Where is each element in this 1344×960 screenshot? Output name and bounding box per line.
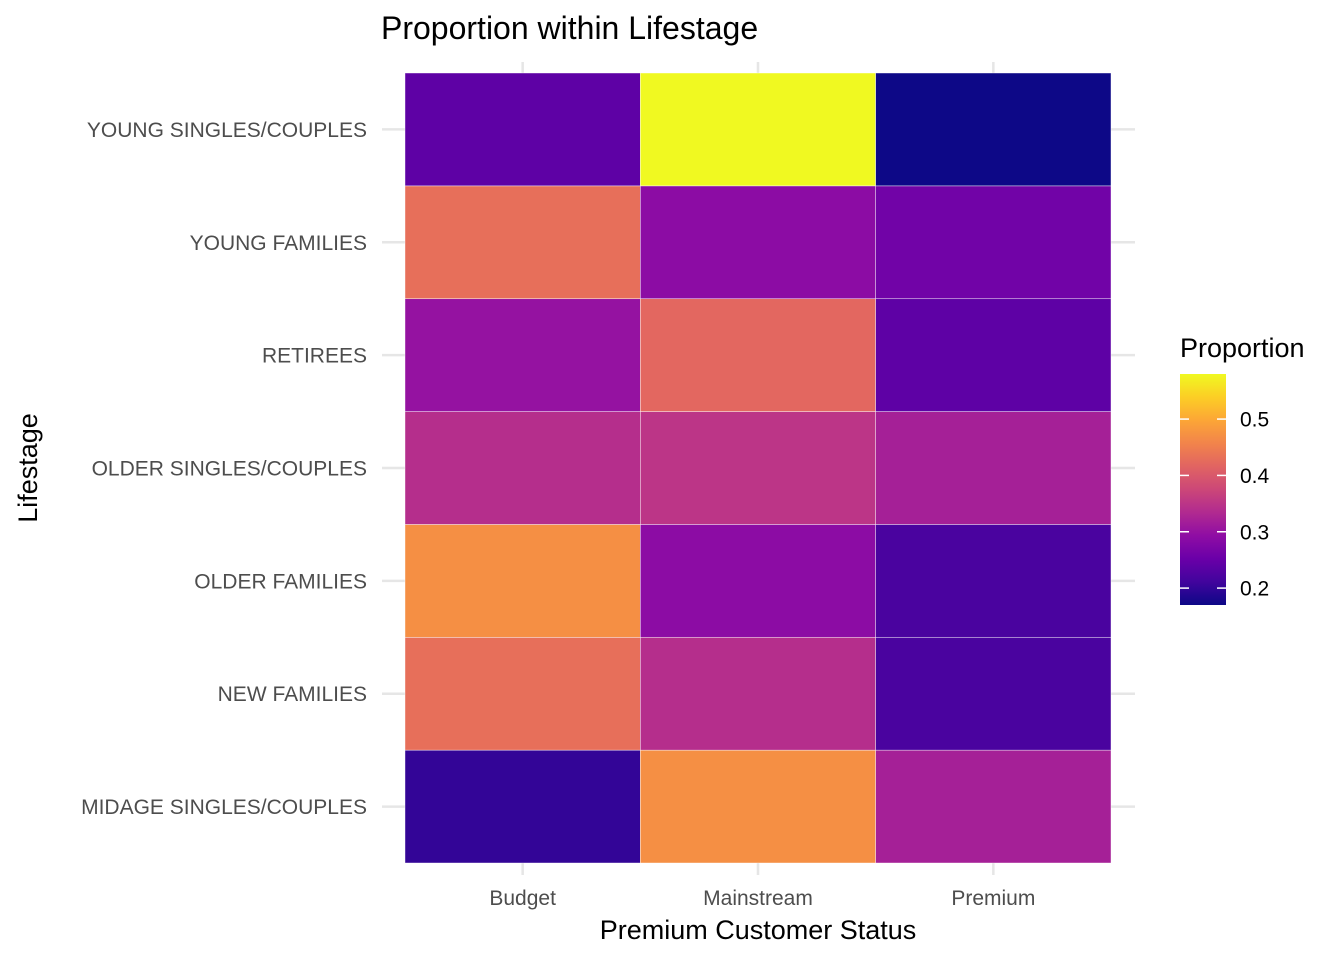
y-tick-label: OLDER SINGLES/COUPLES	[92, 458, 367, 481]
y-tick-label: YOUNG SINGLES/COUPLES	[87, 119, 367, 142]
legend-tick-label: 0.5	[1240, 409, 1269, 432]
heatmap-cell	[875, 185, 1112, 300]
legend-title: Proportion	[1180, 333, 1305, 363]
heatmap-cell	[875, 411, 1112, 525]
y-tick-label: OLDER FAMILIES	[194, 570, 367, 593]
x-axis-title: Premium Customer Status	[600, 915, 917, 945]
heatmap-cell	[875, 636, 1112, 751]
legend-tick-label: 0.3	[1240, 521, 1269, 544]
heatmap-cell	[404, 636, 641, 751]
legend-tick-label: 0.2	[1240, 578, 1269, 601]
heatmap-cell	[404, 72, 641, 187]
heatmap-cell	[640, 185, 876, 300]
heatmap-cell	[875, 72, 1112, 187]
heatmap-cells	[404, 72, 1112, 864]
x-tick-label: Budget	[489, 887, 556, 910]
y-tick-label: MIDAGE SINGLES/COUPLES	[81, 796, 367, 819]
y-tick-label: RETIREES	[262, 345, 367, 368]
heatmap-cell	[404, 298, 641, 412]
heatmap-cell	[640, 411, 876, 525]
heatmap-cell	[640, 636, 876, 751]
y-axis-title: Lifestage	[13, 413, 43, 523]
heatmap-cell	[875, 524, 1112, 638]
heatmap-cell	[640, 298, 876, 412]
heatmap-cell	[640, 524, 876, 638]
y-axis-ticks: MIDAGE SINGLES/COUPLES NEW FAMILIES OLDER …	[81, 119, 367, 819]
x-axis-ticks: Budget Mainstream Premium	[489, 887, 1035, 910]
heatmap-cell	[875, 298, 1112, 412]
legend-colorbar	[1180, 374, 1226, 605]
heatmap-cell	[640, 749, 876, 864]
color-legend: Proportion 0.2 0.3 0.4 0.5	[1180, 333, 1305, 605]
x-tick-label: Mainstream	[703, 887, 813, 910]
x-tick-label: Premium	[951, 887, 1035, 910]
legend-tick-label: 0.4	[1240, 465, 1270, 488]
heatmap-cell	[640, 72, 876, 187]
heatmap-cell	[404, 185, 641, 300]
heatmap-cell	[404, 411, 641, 525]
y-tick-label: NEW FAMILIES	[218, 683, 367, 706]
y-tick-label: YOUNG FAMILIES	[190, 232, 367, 255]
heatmap-cell	[404, 524, 641, 638]
heatmap-cell	[875, 749, 1112, 864]
chart-title: Proportion within Lifestage	[381, 10, 758, 46]
heatmap-cell	[404, 749, 641, 864]
